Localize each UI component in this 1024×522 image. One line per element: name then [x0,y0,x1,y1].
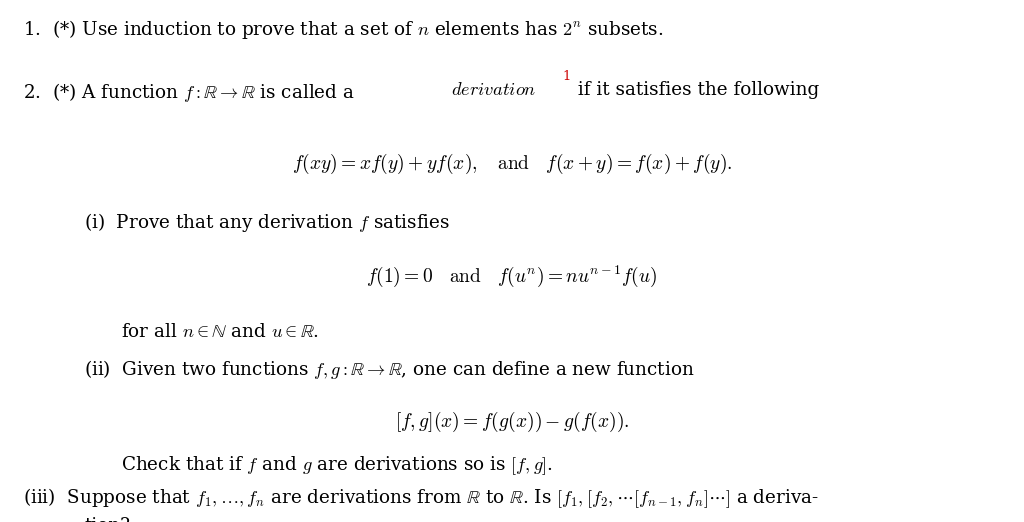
Text: $f(xy) = xf(y) + yf(x), \quad \mathrm{and} \quad f(x+y) = f(x) + f(y).$: $f(xy) = xf(y) + yf(x), \quad \mathrm{an… [292,151,732,175]
Text: $f(1) = 0 \quad \mathrm{and} \quad f(u^n) = nu^{n-1}f(u)$: $f(1) = 0 \quad \mathrm{and} \quad f(u^n… [367,264,657,290]
Text: $[f, g](x) = f(g(x)) - g(f(x)).$: $[f, g](x) = f(g(x)) - g(f(x)).$ [395,410,629,434]
Text: (i)  Prove that any derivation $f$ satisfies: (i) Prove that any derivation $f$ satisf… [84,211,451,234]
Text: Check that if $f$ and $g$ are derivations so is $[f, g]$.: Check that if $f$ and $g$ are derivation… [121,454,553,477]
Text: 1.  (*) Use induction to prove that a set of $n$ elements has $2^n$ subsets.: 1. (*) Use induction to prove that a set… [23,18,663,41]
Text: if it satisfies the following: if it satisfies the following [572,81,819,99]
Text: $\mathit{derivation}$: $\mathit{derivation}$ [452,81,537,99]
Text: (ii)  Given two functions $f, g : \mathbb{R} \to \mathbb{R}$, one can define a n: (ii) Given two functions $f, g : \mathbb… [84,358,694,381]
Text: tion?: tion? [84,517,130,522]
Text: (iii)  Suppose that $f_1, \ldots, f_n$ are derivations from $\mathbb{R}$ to $\ma: (iii) Suppose that $f_1, \ldots, f_n$ ar… [23,487,818,510]
Text: for all $n \in \mathbb{N}$ and $u \in \mathbb{R}$.: for all $n \in \mathbb{N}$ and $u \in \m… [121,323,318,340]
Text: 2.  (*) A function $f : \mathbb{R} \to \mathbb{R}$ is called a: 2. (*) A function $f : \mathbb{R} \to \m… [23,81,355,104]
Text: $\mathregular{1}$: $\mathregular{1}$ [561,69,570,84]
